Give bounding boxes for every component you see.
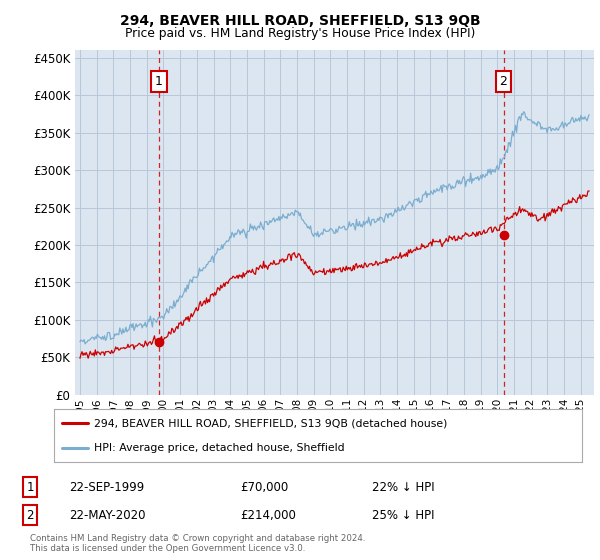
Text: £214,000: £214,000 bbox=[240, 508, 296, 522]
Text: 294, BEAVER HILL ROAD, SHEFFIELD, S13 9QB: 294, BEAVER HILL ROAD, SHEFFIELD, S13 9Q… bbox=[119, 14, 481, 28]
Text: 22-MAY-2020: 22-MAY-2020 bbox=[69, 508, 146, 522]
Text: 22-SEP-1999: 22-SEP-1999 bbox=[69, 480, 144, 494]
Text: 2: 2 bbox=[500, 76, 508, 88]
Text: Contains HM Land Registry data © Crown copyright and database right 2024.
This d: Contains HM Land Registry data © Crown c… bbox=[30, 534, 365, 553]
Text: 22% ↓ HPI: 22% ↓ HPI bbox=[372, 480, 434, 494]
Text: 1: 1 bbox=[155, 76, 163, 88]
Text: HPI: Average price, detached house, Sheffield: HPI: Average price, detached house, Shef… bbox=[94, 442, 344, 452]
Text: 1: 1 bbox=[26, 480, 34, 494]
Text: 25% ↓ HPI: 25% ↓ HPI bbox=[372, 508, 434, 522]
Text: Price paid vs. HM Land Registry's House Price Index (HPI): Price paid vs. HM Land Registry's House … bbox=[125, 27, 475, 40]
Text: 294, BEAVER HILL ROAD, SHEFFIELD, S13 9QB (detached house): 294, BEAVER HILL ROAD, SHEFFIELD, S13 9Q… bbox=[94, 418, 447, 428]
Text: 2: 2 bbox=[26, 508, 34, 522]
Text: £70,000: £70,000 bbox=[240, 480, 288, 494]
